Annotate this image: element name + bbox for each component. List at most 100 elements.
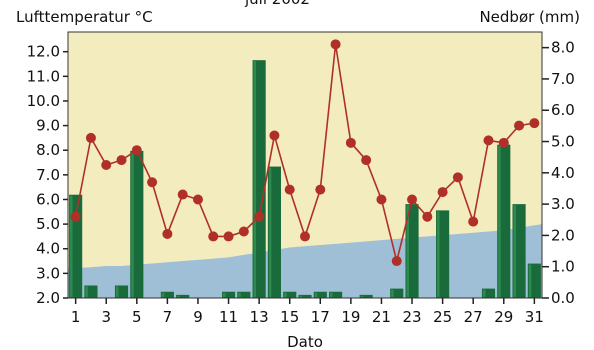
left-tick-label: 11.0 — [27, 67, 60, 85]
left-tick-label: 7.0 — [36, 166, 60, 184]
right-tick-label: 6.0 — [551, 101, 575, 119]
right-tick-label: 2.0 — [551, 226, 575, 244]
normal-temperature-area — [68, 224, 542, 298]
precipitation-bar — [221, 291, 236, 298]
x-tick-label: 19 — [341, 308, 360, 326]
precipitation-bar — [481, 288, 496, 298]
temperature-point — [70, 211, 81, 222]
temperature-point — [407, 194, 418, 205]
precipitation-bar-highlight — [482, 289, 486, 297]
temperature-point — [147, 177, 158, 188]
precipitation-bar-highlight — [391, 289, 394, 297]
precipitation-bar-highlight — [437, 211, 440, 297]
precipitation-bar-highlight — [330, 292, 333, 297]
temperature-point — [514, 120, 525, 131]
left-tick-label: 4.0 — [36, 240, 60, 258]
precipitation-bar-highlight — [161, 292, 165, 297]
precipitation-bar — [313, 291, 327, 298]
right-tick-label: 3.0 — [551, 195, 575, 213]
precipitation-bar-highlight — [528, 264, 532, 297]
temperature-point — [254, 211, 265, 222]
temperature-point — [376, 194, 387, 205]
temperature-point — [238, 226, 249, 237]
temperature-point — [177, 189, 188, 200]
x-tick-label: 21 — [372, 308, 391, 326]
left-tick-label: 2.0 — [36, 289, 60, 307]
x-tick-label: 7 — [163, 308, 173, 326]
left-tick-label: 8.0 — [36, 141, 60, 159]
x-tick-label: 11 — [219, 308, 238, 326]
temperature-point — [269, 130, 280, 141]
right-tick-label: 7.0 — [551, 70, 575, 88]
x-tick-label: 25 — [433, 308, 452, 326]
temperature-point — [162, 228, 173, 239]
precipitation-bar — [390, 288, 404, 298]
x-tick-label: 5 — [132, 308, 142, 326]
temperature-point — [437, 187, 448, 198]
chart-title: juli 2002 — [244, 0, 310, 8]
temperature-point — [498, 137, 509, 148]
precipitation-bar — [160, 291, 174, 298]
precipitation-bar-highlight — [253, 61, 257, 298]
left-tick-label: 3.0 — [36, 264, 60, 282]
right-tick-label: 8.0 — [551, 39, 575, 57]
precipitation-bar-highlight — [131, 151, 134, 297]
temperature-point — [131, 145, 142, 156]
precipitation-bar — [283, 291, 297, 298]
x-tick-label: 29 — [494, 308, 513, 326]
precipitation-bar-highlight — [222, 292, 226, 297]
precipitation-bar-highlight — [406, 205, 409, 297]
precipitation-bar-highlight — [85, 286, 88, 297]
temperature-point — [315, 184, 326, 195]
temperature-point — [483, 135, 494, 146]
precipitation-bar-highlight — [513, 205, 516, 297]
precipitation-bar — [237, 291, 251, 298]
x-tick-label: 3 — [101, 308, 111, 326]
precipitation-bar — [298, 294, 312, 298]
temperature-point — [208, 231, 219, 242]
x-tick-label: 23 — [402, 308, 421, 326]
temperature-point — [452, 172, 463, 183]
precipitation-bar-highlight — [177, 295, 180, 297]
left-tick-label: 9.0 — [36, 117, 60, 135]
temperature-point — [468, 216, 479, 227]
precipitation-bar-highlight — [70, 195, 73, 297]
temperature-point — [345, 137, 356, 148]
temperature-point — [391, 256, 402, 267]
x-tick-label: 27 — [464, 308, 483, 326]
temperature-point — [300, 231, 310, 242]
temperature-point — [101, 160, 112, 170]
precipitation-bar — [329, 291, 343, 298]
temperature-point — [85, 132, 96, 143]
temperature-point — [192, 194, 203, 205]
precipitation-bar-highlight — [360, 295, 364, 297]
temperature-point — [361, 155, 372, 166]
right-tick-label: 4.0 — [551, 164, 575, 182]
left-tick-label: 6.0 — [36, 190, 60, 208]
x-tick-label: 9 — [193, 308, 203, 326]
temperature-point — [223, 231, 234, 242]
temperature-point — [116, 155, 127, 166]
precipitation-bar-highlight — [314, 292, 318, 297]
right-tick-label: 5.0 — [551, 133, 575, 151]
precipitation-bar-highlight — [238, 292, 241, 297]
temperature-point — [284, 184, 295, 195]
right-axis-label: Nedbør (mm) — [479, 8, 580, 26]
precipitation-bar-highlight — [268, 167, 272, 297]
left-tick-label: 10.0 — [27, 92, 60, 110]
temperature-point — [330, 39, 341, 50]
precipitation-bar-highlight — [115, 286, 119, 297]
precipitation-bar-highlight — [498, 145, 501, 297]
precipitation-bar-highlight — [284, 292, 287, 297]
x-tick-label: 31 — [525, 308, 544, 326]
precipitation-bar — [176, 294, 190, 298]
x-tick-label: 13 — [250, 308, 269, 326]
plot-frame — [67, 31, 543, 299]
precipitation-bar — [359, 294, 373, 298]
right-tick-label: 0.0 — [551, 289, 575, 307]
temperature-point — [529, 118, 540, 129]
left-tick-label: 5.0 — [36, 215, 60, 233]
left-axis-label: Lufttemperatur °C — [16, 8, 153, 26]
precipitation-bar-highlight — [299, 295, 302, 297]
